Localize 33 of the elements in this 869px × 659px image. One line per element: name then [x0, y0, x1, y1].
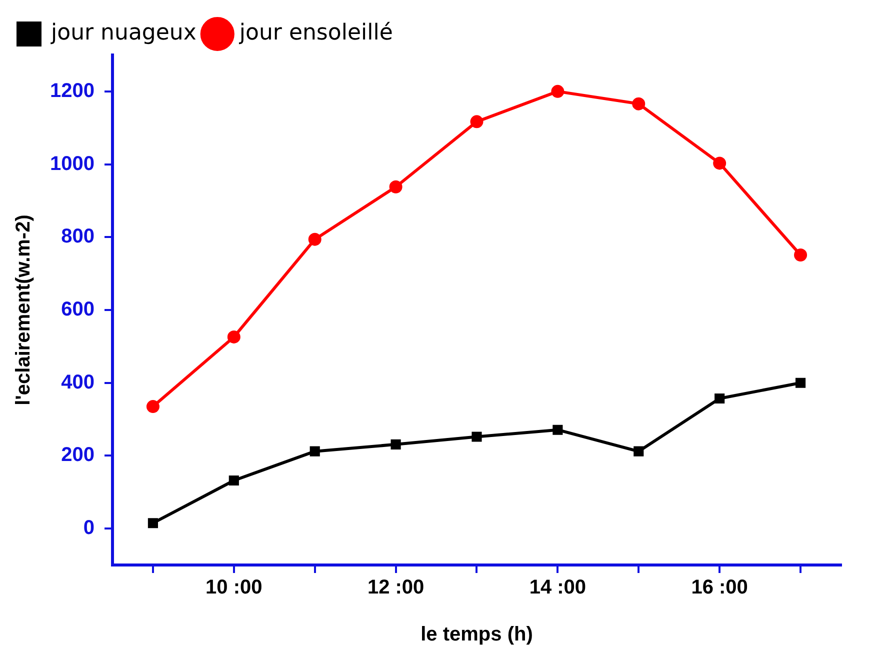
x-tick-label: 12 :00 [367, 576, 424, 599]
x-tick-label: 14 :00 [529, 576, 586, 599]
y-tick-label: 400 [61, 371, 94, 394]
point [795, 378, 806, 388]
point [472, 432, 482, 442]
point [714, 393, 725, 404]
point [308, 232, 322, 246]
legend-label: jour ensoleillé [238, 20, 393, 46]
y-tick-label: 1200 [50, 80, 94, 102]
point [148, 518, 158, 528]
point [794, 248, 808, 262]
point [552, 424, 563, 435]
point [713, 156, 726, 170]
x-tick-label: 10 :00 [206, 576, 262, 599]
point [634, 446, 644, 456]
point [390, 439, 401, 450]
y-tick-label: 600 [61, 298, 94, 321]
point [389, 180, 402, 194]
y-tick-label: 1000 [50, 152, 94, 175]
y-tick-label: 0 [83, 517, 94, 540]
point [310, 446, 320, 456]
point [632, 97, 646, 110]
point [227, 330, 240, 344]
y-axis-title: l'eclairement(w.m-2) [12, 214, 35, 406]
x-axis-title: le temps (h) [420, 624, 533, 646]
point [551, 84, 564, 98]
point [470, 115, 484, 128]
y-tick-label: 200 [61, 444, 94, 466]
y-tick-label: 800 [61, 226, 94, 248]
point [146, 400, 160, 414]
point [228, 475, 239, 486]
x-tick-label: 16 :00 [691, 576, 748, 599]
legend-label: jour nuageux [50, 20, 196, 46]
